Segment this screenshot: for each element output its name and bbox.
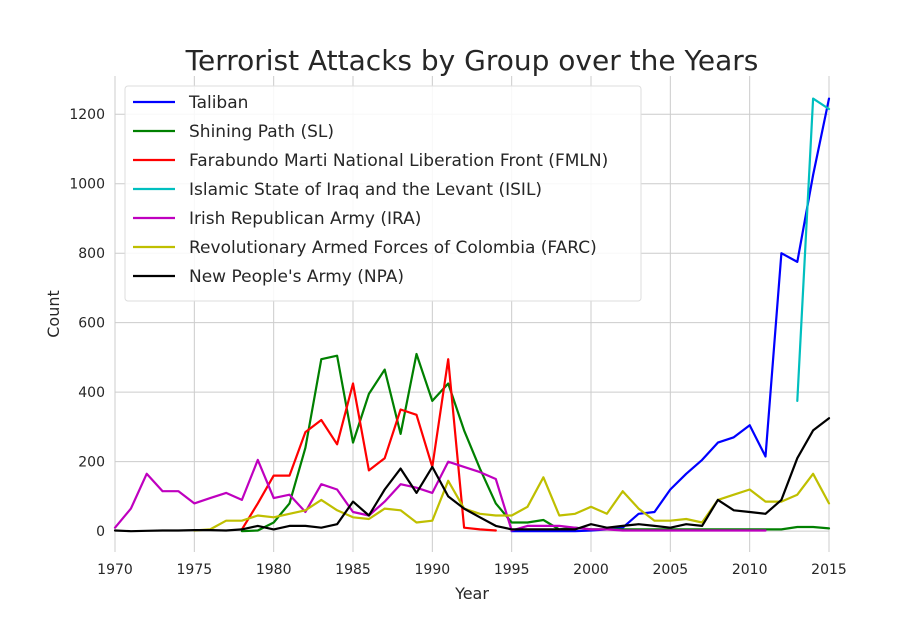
x-tick-label: 2000: [573, 562, 609, 578]
y-tick-label: 0: [96, 524, 105, 540]
y-tick-label: 600: [78, 316, 105, 332]
legend-entry: Taliban: [188, 93, 248, 113]
x-tick-label: 1975: [177, 562, 213, 578]
x-tick-label: 1995: [494, 562, 530, 578]
legend-entry: Farabundo Marti National Liberation Fron…: [189, 151, 608, 171]
series-line: [240, 358, 497, 532]
legend-entry: Islamic State of Iraq and the Levant (IS…: [189, 180, 542, 200]
y-axis-label: Count: [44, 290, 63, 338]
x-tick-label: 1970: [97, 562, 133, 578]
series-line: [796, 97, 831, 402]
x-tick-label: 1980: [256, 562, 292, 578]
series-lines: [113, 97, 831, 533]
x-tick-label: 2015: [811, 562, 847, 578]
y-tick-label: 200: [78, 455, 105, 471]
legend-box: [124, 85, 642, 302]
legend-entry: Irish Republican Army (IRA): [189, 209, 421, 229]
series-line: [113, 458, 767, 532]
x-tick-label: 2010: [732, 562, 768, 578]
x-tick-label: 2005: [653, 562, 689, 578]
series-line: [113, 417, 831, 533]
legend-entry: Shining Path (SL): [189, 122, 334, 142]
y-tick-label: 800: [78, 246, 105, 262]
y-tick-label: 1200: [69, 107, 105, 123]
series-line: [193, 472, 831, 532]
legend-entry: New People's Army (NPA): [189, 267, 404, 287]
series-line: [510, 97, 831, 533]
y-tick-label: 1000: [69, 177, 105, 193]
y-tick-label: 400: [78, 385, 105, 401]
chart-title: Terrorist Attacks by Group over the Year…: [185, 44, 759, 77]
x-axis-label: Year: [454, 584, 489, 603]
x-tick-label: 1990: [415, 562, 451, 578]
axes: 1970 1975 1980 1985 1990 1995 2000 2005 2010 2015…: [69, 107, 846, 578]
x-tick-label: 1985: [335, 562, 371, 578]
legend: Taliban Shining Path (SL) Farabundo Marti …: [124, 85, 642, 302]
legend-entry: Revolutionary Armed Forces of Colombia (…: [189, 238, 597, 258]
